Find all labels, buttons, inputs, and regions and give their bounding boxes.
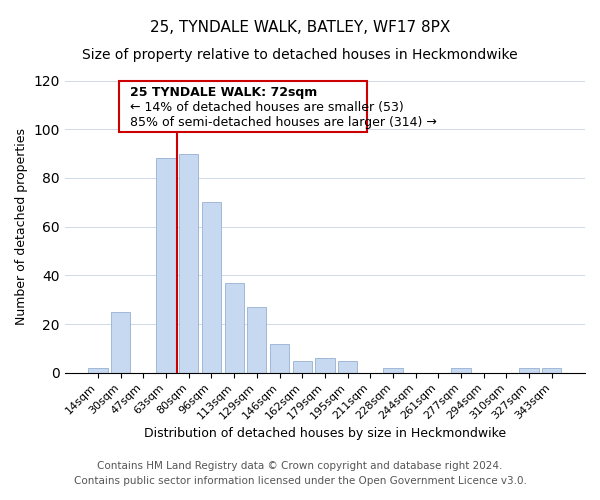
Text: 25, TYNDALE WALK, BATLEY, WF17 8PX: 25, TYNDALE WALK, BATLEY, WF17 8PX [150, 20, 450, 35]
Bar [270, 344, 289, 372]
Bar [88, 368, 108, 372]
Bar [179, 154, 199, 372]
Bar [451, 368, 470, 372]
Y-axis label: Number of detached properties: Number of detached properties [15, 128, 28, 325]
Bar [293, 360, 312, 372]
X-axis label: Distribution of detached houses by size in Heckmondwike: Distribution of detached houses by size … [144, 427, 506, 440]
Bar [247, 307, 266, 372]
Bar [338, 360, 357, 372]
Bar [157, 158, 176, 372]
Bar [202, 202, 221, 372]
Text: 85% of semi-detached houses are larger (314) →: 85% of semi-detached houses are larger (… [130, 116, 437, 129]
Bar [224, 282, 244, 372]
Bar [520, 368, 539, 372]
Text: Size of property relative to detached houses in Heckmondwike: Size of property relative to detached ho… [82, 48, 518, 62]
Bar [315, 358, 335, 372]
Text: Contains HM Land Registry data © Crown copyright and database right 2024.
Contai: Contains HM Land Registry data © Crown c… [74, 461, 526, 486]
Text: ← 14% of detached houses are smaller (53): ← 14% of detached houses are smaller (53… [130, 101, 404, 114]
Bar [383, 368, 403, 372]
FancyBboxPatch shape [119, 80, 367, 132]
Bar [542, 368, 562, 372]
Bar [111, 312, 130, 372]
Text: 25 TYNDALE WALK: 72sqm: 25 TYNDALE WALK: 72sqm [130, 86, 317, 99]
